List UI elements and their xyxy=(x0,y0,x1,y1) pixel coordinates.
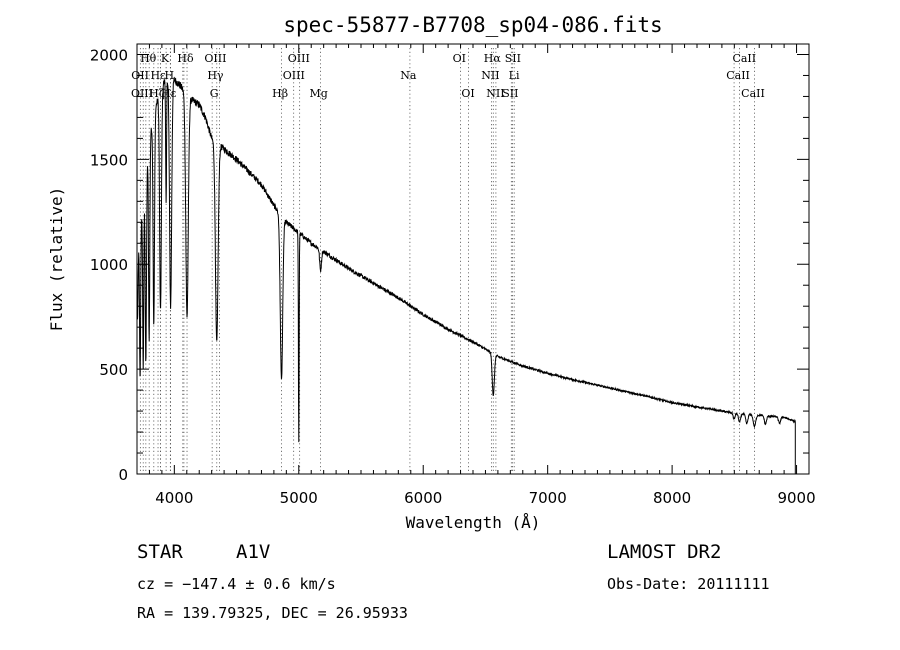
line-marker-label: Hθ xyxy=(140,52,157,65)
x-axis-label: Wavelength (Å) xyxy=(406,513,541,532)
line-marker-label: G xyxy=(210,87,219,100)
line-marker-label: OI xyxy=(453,52,466,65)
spectrum-line xyxy=(136,76,796,474)
x-tick-label: 4000 xyxy=(155,489,193,507)
line-marker-label: OI xyxy=(461,87,474,100)
line-marker-label: K xyxy=(161,52,170,65)
line-marker-label: NII xyxy=(481,69,499,82)
x-tick-label: 9000 xyxy=(777,489,815,507)
y-axis-label: Flux (relative) xyxy=(47,187,66,332)
y-axis-ticks: 0 500 1000 1500 2000 xyxy=(90,46,809,484)
obs-date: Obs-Date: 20111111 xyxy=(607,575,770,593)
chart-title: spec-55877-B7708_sp04-086.fits xyxy=(283,13,662,37)
object-type: STAR xyxy=(137,541,183,563)
line-marker-label: CaII xyxy=(726,69,750,82)
line-marker-label: OIII xyxy=(288,52,310,65)
coordinates: RA = 139.79325, DEC = 26.95933 xyxy=(137,604,408,622)
line-marker-label: Li xyxy=(509,69,520,82)
x-tick-label: 7000 xyxy=(529,489,567,507)
line-marker-label: CaII xyxy=(732,52,756,65)
subclass: A1V xyxy=(236,541,271,563)
line-marker-label: Hε xyxy=(151,69,167,82)
y-tick-label: 1500 xyxy=(90,151,128,169)
line-marker-label: OIII xyxy=(204,52,226,65)
line-marker-label: Hα xyxy=(484,52,502,65)
line-marker-label: Hδ xyxy=(177,52,194,65)
line-marker-label: CaII xyxy=(741,87,765,100)
line-marker-label: OIII xyxy=(283,69,305,82)
x-axis-ticks: 4000 5000 6000 7000 8000 9000 xyxy=(136,44,816,507)
line-markers xyxy=(139,48,755,474)
redshift-readout: cz = −147.4 ± 0.6 km/s xyxy=(137,575,336,593)
line-marker-label: OIII xyxy=(131,87,153,100)
line-marker-label: Na xyxy=(400,69,417,82)
line-marker-label: Hγ xyxy=(207,69,224,82)
survey-name: LAMOST DR2 xyxy=(607,541,722,563)
line-marker-label: SII xyxy=(502,87,518,100)
line-marker-label: Hβ xyxy=(272,87,288,100)
x-tick-label: 5000 xyxy=(280,489,318,507)
y-tick-label: 500 xyxy=(99,361,128,379)
x-tick-label: 6000 xyxy=(404,489,442,507)
y-tick-label: 1000 xyxy=(90,256,128,274)
line-marker-label: Mg xyxy=(310,87,328,100)
line-marker-label: Hζ xyxy=(149,87,165,100)
line-marker-label: NII xyxy=(486,87,504,100)
y-tick-label: 2000 xyxy=(90,46,128,64)
line-marker-label: SII xyxy=(505,52,521,65)
y-tick-label: 0 xyxy=(118,466,128,484)
x-tick-label: 8000 xyxy=(653,489,691,507)
line-marker-label: H xyxy=(165,69,175,82)
